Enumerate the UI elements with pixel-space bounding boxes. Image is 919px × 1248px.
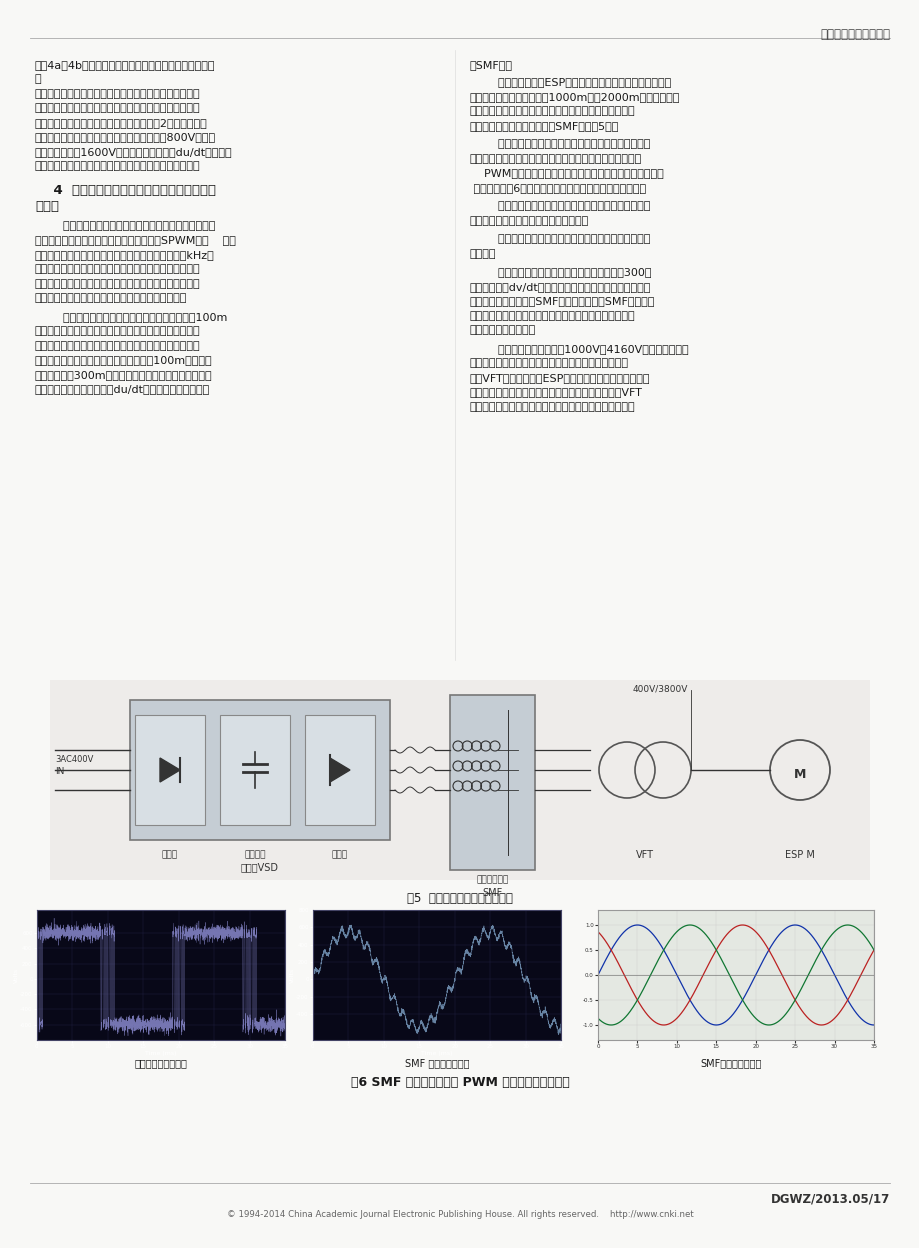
Text: 整流器: 整流器 — [162, 850, 178, 859]
Text: 器。一般有：输出电抗器、du/dt滤波器、正弦波滤波器: 器。一般有：输出电抗器、du/dt滤波器、正弦波滤波器 — [35, 384, 210, 394]
Y-axis label: Volts: Volts — [14, 967, 18, 982]
Text: 电压除了正弦形基波外，还有数量级可达几十千周（kHz）: 电压除了正弦形基波外，还有数量级可达几十千周（kHz） — [35, 250, 214, 260]
Text: 侧: 侧 — [35, 75, 41, 85]
Text: 出的这些谐波成分给电机带来的伤害是致命的。如：电机: 出的这些谐波成分给电机带来的伤害是致命的。如：电机 — [35, 280, 200, 290]
Text: 见图4a，4b变频器输出波形和电机端电压波形图。在电机: 见图4a，4b变频器输出波形和电机端电压波形图。在电机 — [35, 60, 215, 70]
Text: 由于电机工作所需要的是正弦波电压和电流，因此理: 由于电机工作所需要的是正弦波电压和电流，因此理 — [470, 201, 650, 211]
X-axis label: Time (ms): Time (ms) — [421, 1051, 452, 1056]
Text: 正弦波滤波器，安装在变频器的输出端，我们称电机: 正弦波滤波器，安装在变频器的输出端，我们称电机 — [470, 140, 650, 150]
Text: 了保证电机电缆不被击穿，电机络缘不被损坏，在变频器: 了保证电机电缆不被击穿，电机络缘不被损坏，在变频器 — [470, 106, 635, 116]
Text: 想的工作方式是为电机提供正弦波电压。: 想的工作方式是为电机提供正弦波电压。 — [470, 216, 588, 226]
Text: SMF 的输出电压波形: SMF 的输出电压波形 — [404, 1058, 469, 1068]
Text: 机侧会承受超过1600V的电压。高电压和高du/dt将显著破: 机侧会承受超过1600V的电压。高电压和高du/dt将显著破 — [35, 147, 233, 157]
Text: 出至电潜泵的电缆长度超过1000m甚至2000m以上，因此为: 出至电潜泵的电缆长度超过1000m甚至2000m以上，因此为 — [470, 92, 680, 102]
X-axis label: Time (ms): Time (ms) — [145, 1051, 176, 1056]
Text: 的高频谐波成分，给输出也带来一些特殊问题。变频器输: 的高频谐波成分，给输出也带来一些特殊问题。变频器输 — [35, 265, 200, 275]
Text: 波电压，如图6所示。另一个功能是减小电机的轴承电流。: 波电压，如图6所示。另一个功能是减小电机的轴承电流。 — [470, 183, 645, 193]
Text: 只能使用正弦波滤波器SMF保护电机。使用SMF电机卫士: 只能使用正弦波滤波器SMF保护电机。使用SMF电机卫士 — [470, 297, 654, 307]
Text: 变频器应用于地面电机，特别是电机电缆小于100m: 变频器应用于地面电机，特别是电机电缆小于100m — [35, 312, 227, 322]
Text: 时，电缆可以长达数千米，而不必担心电机电缆被击穿或: 时，电缆可以长达数千米，而不必担心电机电缆被击穿或 — [470, 311, 635, 321]
Text: 输出端都增加了正弦波滤波器SMF（见图5）。: 输出端都增加了正弦波滤波器SMF（见图5）。 — [470, 121, 618, 131]
Polygon shape — [330, 758, 349, 782]
Text: 压器VFT来满足电潜泵ESP电机电压的需要。若不能将变: 压器VFT来满足电潜泵ESP电机电压的需要。若不能将变 — [470, 373, 650, 383]
Text: M: M — [793, 769, 805, 781]
FancyBboxPatch shape — [220, 715, 289, 825]
Text: 通常，当变频器与电机之间的电缆长度大于300米: 通常，当变频器与电机之间的电缆长度大于300米 — [470, 267, 651, 277]
Text: DGWZ/2013.05/17: DGWZ/2013.05/17 — [770, 1193, 889, 1206]
Text: 作原理: 作原理 — [35, 201, 59, 213]
Text: （SMF）。: （SMF）。 — [470, 60, 513, 70]
Text: © 1994-2014 China Academic Journal Electronic Publishing House. All rights reser: © 1994-2014 China Academic Journal Elect… — [226, 1211, 693, 1219]
Text: 由于电潜泵电机电压为1000V～4160V的中等电压，在: 由于电潜泵电机电压为1000V～4160V的中等电压，在 — [470, 344, 688, 354]
Text: 油田潜油电泵（ESP）使用低压变频器时，由于变频器输: 油田潜油电泵（ESP）使用低压变频器时，由于变频器输 — [470, 77, 671, 87]
Text: 的输出接于电机端。当电机电缆长度大于100m，尤其是: 的输出接于电机端。当电机电缆长度大于100m，尤其是 — [35, 356, 212, 366]
Polygon shape — [160, 758, 180, 782]
Text: 变频器VSD: 变频器VSD — [241, 862, 278, 872]
FancyBboxPatch shape — [305, 715, 375, 825]
Text: ESP M: ESP M — [784, 850, 814, 860]
Text: 电工文摘／设计与选型: 电工文摘／设计与选型 — [819, 27, 889, 41]
Text: 以及脉冲的频率相关。这个电压可能会超过2倍的直流母线: 以及脉冲的频率相关。这个电压可能会超过2倍的直流母线 — [35, 119, 208, 129]
FancyBboxPatch shape — [449, 695, 535, 870]
Text: VFT: VFT — [635, 850, 653, 860]
Text: 坏电机的络缘。变频器谐波对供电系统（网侧）、负载及: 坏电机的络缘。变频器谐波对供电系统（网侧）、负载及 — [35, 161, 200, 171]
Y-axis label: Volts: Volts — [289, 967, 294, 982]
Text: 图6 SMF 正弦波滤波器将 PWM 电压波形变成正弦波: 图6 SMF 正弦波滤波器将 PWM 电压波形变成正弦波 — [350, 1076, 569, 1090]
FancyBboxPatch shape — [130, 700, 390, 840]
Text: 3AC400V: 3AC400V — [55, 755, 93, 764]
Text: 波电压。: 波电压。 — [470, 250, 496, 260]
Text: 逆变器: 逆变器 — [332, 850, 347, 859]
Text: 后，将得到更大的放大（升高），这个谐波电压将会加在: 后，将得到更大的放大（升高），这个谐波电压将会加在 — [470, 402, 635, 412]
Text: 电机被过冲电压损坏。: 电机被过冲电压损坏。 — [470, 326, 536, 336]
Text: 的鼠笼式异步普通电机时，这个影响还不算大，为了节约: 的鼠笼式异步普通电机时，这个影响还不算大，为了节约 — [35, 327, 200, 337]
Text: 络缘的降低、电机轴承的损坏、电机电缆的击穿等。: 络缘的降低、电机轴承的损坏、电机电缆的击穿等。 — [35, 293, 187, 303]
FancyBboxPatch shape — [50, 680, 869, 880]
Text: 通过上述描述可知，变频器尤其是电压源变频器，其: 通过上述描述可知，变频器尤其是电压源变频器，其 — [35, 221, 215, 231]
Text: 具体来说与传输线路的特征，电缆长度，电机的特征阻抗: 具体来说与传输线路的特征，电缆长度，电机的特征阻抗 — [35, 104, 200, 114]
Text: 图5  电潜泵变频控制接线拓扑图: 图5 电潜泵变频控制接线拓扑图 — [406, 892, 513, 905]
Text: 频器输出的谐波进行抑制，则变频器输出的谐波通过VFT: 频器输出的谐波进行抑制，则变频器输出的谐波通过VFT — [470, 387, 642, 398]
Text: IN: IN — [55, 768, 64, 776]
Text: 卫士。正弦波滤波器具有两个功能：一个是将变频器输出的: 卫士。正弦波滤波器具有两个功能：一个是将变频器输出的 — [470, 154, 641, 163]
Text: 时，即使使用dv/dt滤波器也不能完全避免过冲电压，这时: 时，即使使用dv/dt滤波器也不能完全避免过冲电压，这时 — [470, 282, 651, 292]
FancyBboxPatch shape — [135, 715, 205, 825]
Text: 成本，在变频器的输出端，一般不作处理，直接将变频器: 成本，在变频器的输出端，一般不作处理，直接将变频器 — [35, 341, 200, 351]
Text: 400V/3800V: 400V/3800V — [631, 685, 686, 694]
Text: 电缆长度超过300m时，变频器输出端必须增加输出滤波: 电缆长度超过300m时，变频器输出端必须增加输出滤波 — [35, 369, 212, 379]
Text: SMF的电流输出波形: SMF的电流输出波形 — [700, 1058, 761, 1068]
Text: 正弦波滤波器正是满足这种要求，它为电机提供正弦: 正弦波滤波器正是满足这种要求，它为电机提供正弦 — [470, 235, 650, 245]
Text: 使用低压变频器时，变频器输出端必须通过升压变频变: 使用低压变频器时，变频器输出端必须通过升压变频变 — [470, 358, 629, 368]
Text: 逆变器输出通常都是正弦波脉宽调制方式（SPWM），    输出: 逆变器输出通常都是正弦波脉宽调制方式（SPWM）， 输出 — [35, 236, 235, 246]
Text: 变频器输出电压波形: 变频器输出电压波形 — [134, 1058, 187, 1068]
Text: SMF: SMF — [482, 889, 502, 899]
Text: 4  正弦滤波器在电潜泵变频器上的作用及工: 4 正弦滤波器在电潜泵变频器上的作用及工 — [35, 183, 216, 197]
Text: 直流滤波: 直流滤波 — [244, 850, 266, 859]
Text: 电压。变频器的直流母线在发电运行时将高达800V，则电: 电压。变频器的直流母线在发电运行时将高达800V，则电 — [35, 132, 216, 142]
Text: PWM电压波形转换成正弦波电压，为电潜泵电机提供正弦: PWM电压波形转换成正弦波电压，为电潜泵电机提供正弦 — [470, 168, 663, 178]
Text: 正弦波滤波器: 正弦波滤波器 — [476, 875, 508, 884]
Text: 的脉冲电压峰値取决于变频器－电缆－电机的动态模型，: 的脉冲电压峰値取决于变频器－电缆－电机的动态模型， — [35, 89, 200, 99]
